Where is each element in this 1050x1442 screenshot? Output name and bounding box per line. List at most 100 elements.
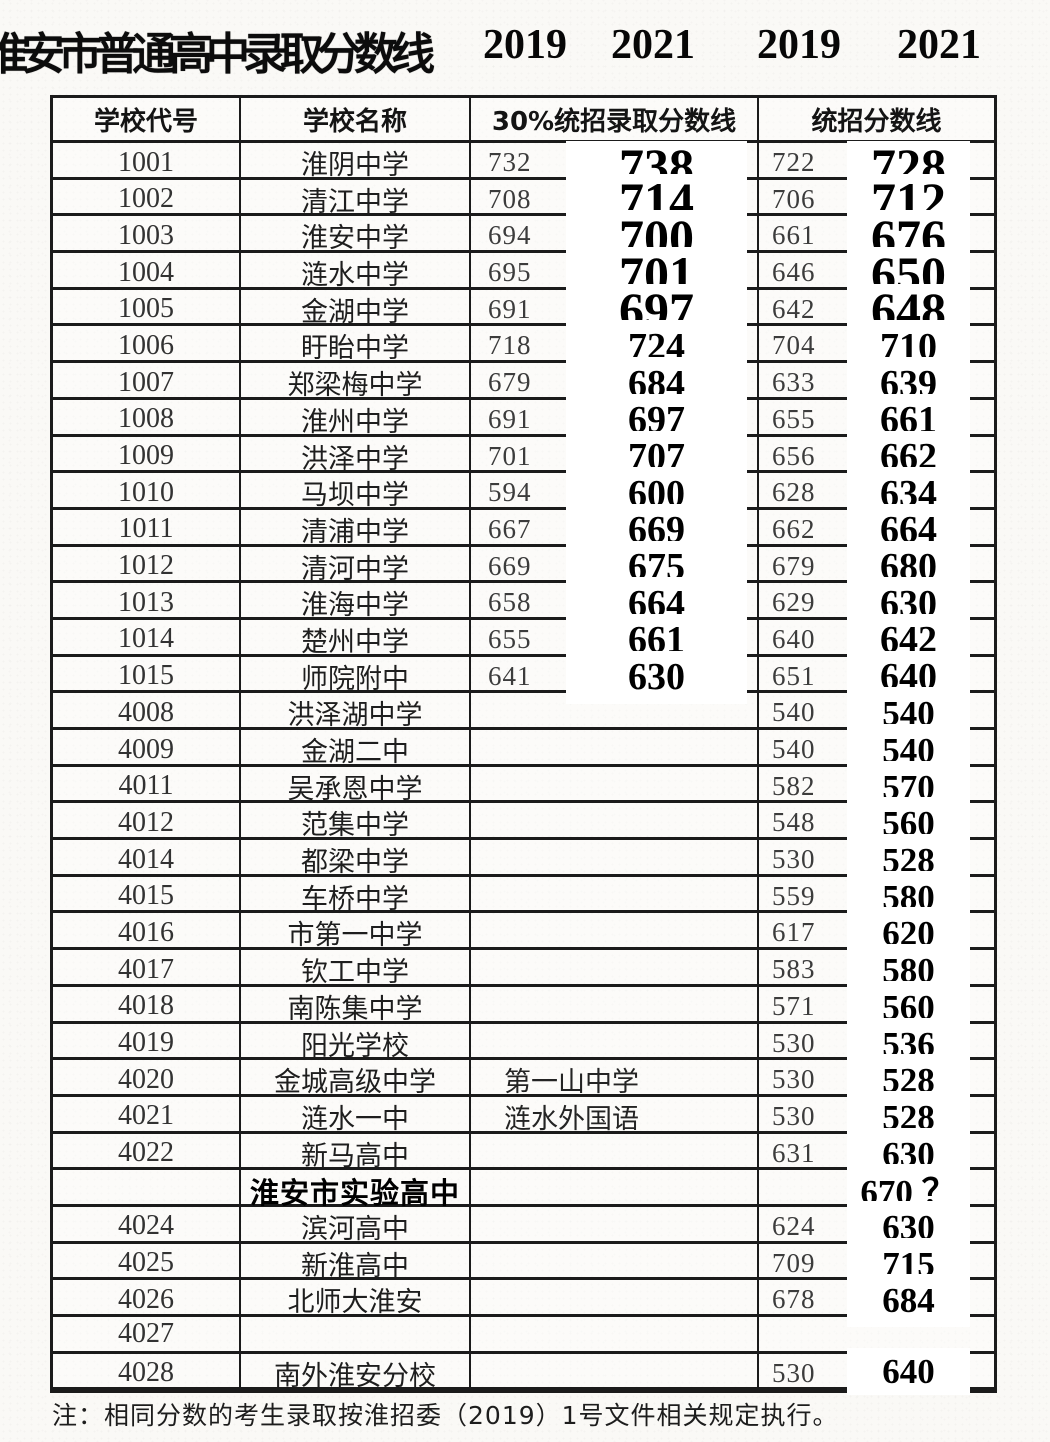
school-code-cell: 1001 <box>53 143 241 182</box>
school-code-cell: 1010 <box>53 473 241 513</box>
school-name: 北师大淮安 <box>287 1287 423 1319</box>
school-code-cell: 4026 <box>53 1280 241 1320</box>
page-title: 淮安市普通高中录取分数线 <box>0 29 435 80</box>
document-title-row: 淮安市普通高中录取分数线 2019 2021 2019 2021 <box>0 0 1050 92</box>
header-unified-line-label: 统招分数线 <box>811 106 942 137</box>
title-year-2021-left: 2021 <box>611 22 695 68</box>
school-code: 4014 <box>118 843 174 875</box>
line30-cell <box>471 693 759 733</box>
school-name: 涟水中学 <box>301 260 409 292</box>
school-name-cell: 淮安中学 <box>241 216 471 256</box>
unified-2019-value: 583 <box>772 954 816 985</box>
school-code-cell: 4015 <box>53 876 241 916</box>
school-code: 1015 <box>118 660 174 692</box>
line30-cell <box>471 913 759 953</box>
school-code-cell: 4025 <box>53 1243 241 1283</box>
school-name-cell: 清浦中学 <box>241 509 471 549</box>
line30-cell <box>471 950 759 990</box>
school-name: 清河中学 <box>301 553 409 585</box>
school-code-cell <box>53 1170 241 1213</box>
unified-2019-value: 548 <box>772 807 816 838</box>
school-code: 1008 <box>118 403 174 435</box>
school-code: 1011 <box>118 513 174 545</box>
school-name-cell: 金湖中学 <box>241 289 471 329</box>
school-name: 钦工中学 <box>301 957 409 989</box>
school-code-cell: 4022 <box>53 1133 241 1173</box>
school-name-cell: 淮州中学 <box>241 399 471 439</box>
school-name-cell: 滨河高中 <box>241 1206 471 1246</box>
school-name: 清江中学 <box>301 186 409 218</box>
table-row: 4027 <box>53 1317 994 1354</box>
school-name: 师院附中 <box>301 663 409 695</box>
unified-2019-value: 624 <box>772 1210 816 1241</box>
unified-2019-value: 628 <box>772 477 816 508</box>
school-code-cell: 4009 <box>53 730 241 769</box>
school-name: 淮安市实验高中 <box>249 1176 460 1211</box>
school-name: 淮安中学 <box>301 223 409 255</box>
school-name: 洪泽湖中学 <box>287 700 423 732</box>
school-code-cell: 4016 <box>53 913 241 953</box>
school-code-cell: 1009 <box>53 436 241 476</box>
school-name: 都梁中学 <box>301 847 409 879</box>
school-code: 1006 <box>118 329 174 361</box>
line30-extra-school: 涟水外国语 <box>504 1103 639 1135</box>
school-name: 马坝中学 <box>301 480 409 512</box>
line30-cell <box>471 1243 759 1283</box>
school-code-cell: 4024 <box>53 1206 241 1246</box>
school-name: 滨河高中 <box>301 1213 409 1245</box>
unified-2019-value: 530 <box>772 844 816 875</box>
school-name-cell: 洪泽湖中学 <box>241 693 471 733</box>
line30-cell: 第一山中学 <box>471 1060 759 1100</box>
line30-cell <box>471 1133 759 1173</box>
school-code: 4015 <box>118 880 174 912</box>
school-code-cell: 1006 <box>53 326 241 366</box>
school-code: 4008 <box>118 696 174 728</box>
line30-2019-value: 655 <box>488 623 532 654</box>
line30-2019-value: 691 <box>488 403 532 434</box>
school-code: 1010 <box>118 476 174 508</box>
line30-2019-value: 594 <box>488 477 532 508</box>
school-code-cell: 4028 <box>53 1353 241 1393</box>
line30-cell <box>471 1023 759 1063</box>
unified-2019-value: 706 <box>772 183 816 214</box>
school-code-cell: 1005 <box>53 289 241 329</box>
header-unified-line: 统招分数线 <box>759 98 994 140</box>
table-body: 1001 淮阴中学 732 738 722 728 1002 清江中学 708 … <box>53 141 994 1395</box>
school-code: 1009 <box>118 440 174 471</box>
school-name-cell: 涟水中学 <box>241 253 471 293</box>
school-code: 4022 <box>118 1137 174 1169</box>
unified-2019-value: 656 <box>772 440 816 471</box>
school-code: 1013 <box>118 586 174 618</box>
school-name: 涟水一中 <box>301 1103 409 1135</box>
school-name: 车桥中学 <box>301 883 409 915</box>
school-name-cell: 钦工中学 <box>241 950 471 990</box>
school-name: 盱眙中学 <box>301 333 409 365</box>
line30-cell: 涟水外国语 <box>471 1096 759 1136</box>
line30-2019-value: 679 <box>488 367 532 398</box>
header-school-code-label: 学校代号 <box>93 106 198 137</box>
school-name-cell: 都梁中学 <box>241 840 471 880</box>
table-row: 4028 南外淮安分校 530 640 <box>53 1347 994 1395</box>
school-code-cell: 1015 <box>53 656 241 696</box>
unified-2019-value: 640 <box>772 623 816 654</box>
unified-2019-value: 631 <box>772 1137 816 1168</box>
unified-2019-value: 655 <box>772 403 816 434</box>
school-code-cell: 4018 <box>53 986 241 1026</box>
school-name-cell: 淮阴中学 <box>241 143 471 182</box>
school-name: 范集中学 <box>301 810 409 842</box>
school-name-cell: 范集中学 <box>241 803 471 843</box>
school-name: 市第一中学 <box>287 920 423 952</box>
school-code-cell: 4021 <box>53 1096 241 1136</box>
school-code: 1007 <box>118 366 174 398</box>
unified-line-cell: 530 640 <box>759 1347 994 1395</box>
unified-2021-value: 640 <box>847 1347 970 1395</box>
unified-2019-value: 642 <box>772 293 816 324</box>
school-code: 4009 <box>118 733 174 765</box>
title-year-2021-right: 2021 <box>897 22 981 68</box>
school-code: 1001 <box>118 146 174 178</box>
unified-2019-value: 582 <box>772 770 816 801</box>
school-code-cell: 4019 <box>53 1023 241 1063</box>
line30-2019-value: 708 <box>488 183 532 214</box>
school-code: 4017 <box>118 953 174 985</box>
school-code-cell: 1014 <box>53 619 241 659</box>
